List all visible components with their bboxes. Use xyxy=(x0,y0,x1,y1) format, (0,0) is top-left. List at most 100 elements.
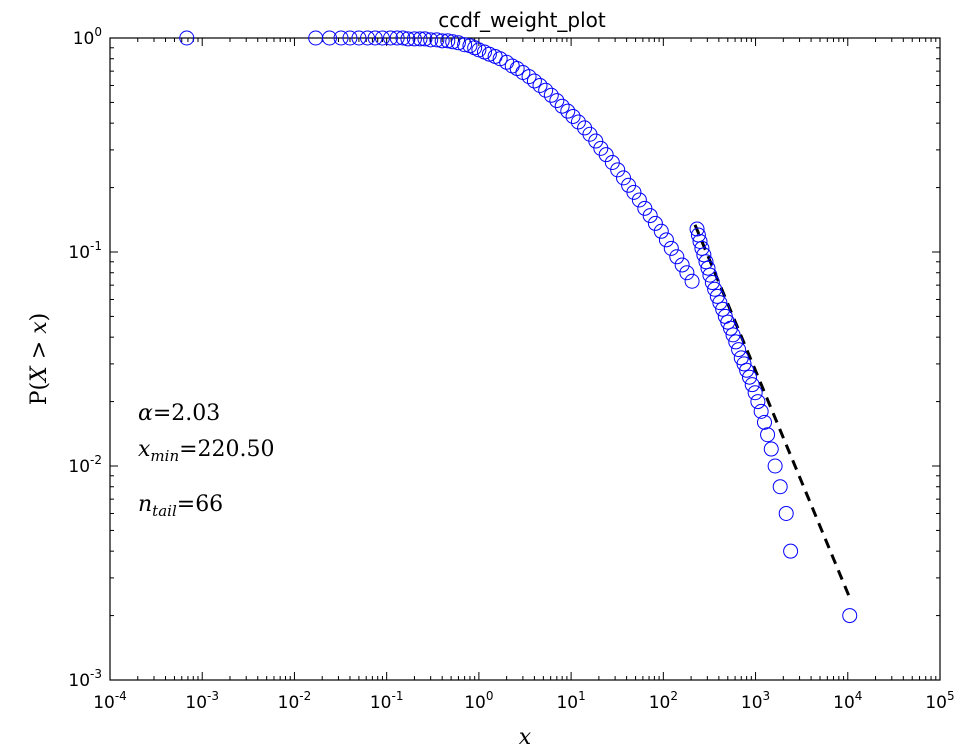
data-point xyxy=(772,479,788,495)
data-point xyxy=(434,33,450,49)
data-point xyxy=(626,184,642,200)
data-point xyxy=(712,295,728,311)
data-point xyxy=(616,170,632,186)
x-axis-label: x xyxy=(519,725,532,749)
data-point xyxy=(647,215,663,231)
data-point xyxy=(351,30,367,46)
data-point xyxy=(342,30,358,46)
x-tick-label: 102 xyxy=(649,689,678,713)
annotation-ntail: ntail=66 xyxy=(138,492,223,520)
data-point xyxy=(429,32,445,48)
data-point xyxy=(669,249,685,265)
data-point xyxy=(374,30,390,46)
x-tick-label: 105 xyxy=(925,689,954,713)
data-point xyxy=(467,40,483,56)
data-point xyxy=(723,320,739,336)
data-point xyxy=(842,608,858,624)
data-point xyxy=(704,275,720,291)
data-point xyxy=(731,342,747,358)
data-point xyxy=(767,458,783,474)
data-point xyxy=(750,394,766,410)
data-point xyxy=(736,356,752,372)
data-point xyxy=(684,273,700,289)
plot-frame xyxy=(109,37,941,681)
x-tick-label: 10-1 xyxy=(370,689,404,713)
data-point xyxy=(367,30,383,46)
data-point xyxy=(763,441,779,457)
data-point xyxy=(417,31,433,47)
y-tick-label: 100 xyxy=(73,25,102,49)
data-point xyxy=(598,147,614,163)
data-point xyxy=(778,505,794,521)
data-point xyxy=(333,30,349,46)
x-tick-label: 103 xyxy=(741,689,770,713)
y-tick-label: 10-2 xyxy=(68,453,102,477)
data-point xyxy=(700,260,716,276)
data-point xyxy=(570,114,586,130)
data-point xyxy=(696,247,712,263)
data-point xyxy=(588,133,604,149)
data-point xyxy=(702,267,718,283)
x-tick-label: 10-3 xyxy=(185,689,219,713)
data-point xyxy=(707,281,723,297)
data-point xyxy=(709,288,725,304)
y-tick-label: 10-3 xyxy=(68,667,102,691)
data-point xyxy=(658,232,674,248)
data-point xyxy=(554,98,570,114)
data-point xyxy=(526,73,542,89)
data-point xyxy=(532,77,548,93)
data-point xyxy=(509,61,525,77)
data-point xyxy=(538,82,554,98)
data-point xyxy=(715,301,731,317)
data-point xyxy=(450,35,466,51)
data-point xyxy=(322,30,338,46)
data-point xyxy=(395,30,411,46)
data-point xyxy=(382,30,398,46)
y-tick-label: 10-1 xyxy=(68,239,102,263)
annotation-alpha: α=2.03 xyxy=(138,401,220,426)
y-axis-label: P(X > x) xyxy=(27,313,52,406)
data-point xyxy=(663,240,679,256)
annotation-xmin: xmin=220.50 xyxy=(138,437,275,465)
data-point xyxy=(728,334,744,350)
data-point xyxy=(423,32,439,48)
y-tick-labels: 100 10-1 10-2 10-3 xyxy=(68,25,102,691)
data-point xyxy=(753,403,769,419)
data-point xyxy=(549,93,565,109)
data-point xyxy=(610,162,626,178)
data-point xyxy=(445,34,461,50)
data-point xyxy=(179,30,195,46)
data-point xyxy=(739,362,755,378)
data-points xyxy=(179,30,858,624)
data-point xyxy=(412,31,428,47)
data-point xyxy=(747,385,763,401)
data-point xyxy=(742,369,758,385)
data-point xyxy=(760,427,776,443)
data-point xyxy=(679,265,695,281)
data-point xyxy=(689,221,705,237)
data-point xyxy=(631,192,647,208)
data-point xyxy=(783,543,799,559)
data-point xyxy=(406,31,422,47)
x-tick-label: 10-2 xyxy=(278,689,312,713)
plot-area: 10-4 10-3 10-2 10-1 100 101 102 103 104 105 10010… xyxy=(68,25,954,713)
data-point xyxy=(725,327,741,343)
x-tick-label: 100 xyxy=(464,689,493,713)
chart-title: ccdf_weight_plot xyxy=(438,8,606,32)
data-point xyxy=(674,257,690,273)
data-point xyxy=(653,223,669,239)
data-point xyxy=(642,208,658,224)
x-tick-labels: 10-4 10-3 10-2 10-1 100 101 102 103 104 105 xyxy=(93,689,954,713)
x-tick-label: 104 xyxy=(833,689,862,713)
data-point xyxy=(560,103,576,119)
data-point xyxy=(543,87,559,103)
data-point xyxy=(604,154,620,170)
data-point xyxy=(360,30,376,46)
data-point xyxy=(744,377,760,393)
x-tick-label: 101 xyxy=(556,689,585,713)
data-point xyxy=(457,37,473,53)
data-point xyxy=(400,31,416,47)
data-point xyxy=(694,240,710,256)
